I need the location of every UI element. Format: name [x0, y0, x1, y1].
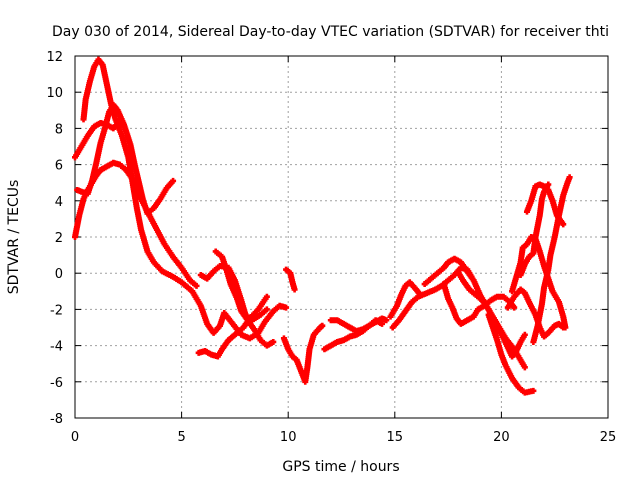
y-tick-label: 12	[46, 50, 63, 65]
x-tick-label: 25	[600, 430, 617, 445]
data-point	[560, 221, 567, 228]
series-arc-22	[517, 181, 552, 279]
data-point	[270, 338, 277, 345]
data-point	[263, 306, 270, 313]
series-arc-21	[523, 181, 567, 228]
data-point	[283, 304, 290, 311]
x-tick-label: 20	[493, 430, 510, 445]
y-tick-label: -4	[50, 340, 63, 355]
y-tick-label: -8	[50, 412, 63, 427]
series-arc-12	[387, 279, 424, 320]
data-point	[545, 181, 552, 188]
x-axis-label: GPS time / hours	[282, 459, 399, 475]
data-point	[379, 320, 386, 327]
y-tick-label: -2	[50, 303, 63, 318]
series-arc-7	[212, 248, 277, 349]
data-point	[383, 317, 390, 324]
data-point	[511, 304, 518, 311]
y-axis-label: SDTVAR / TECUs	[6, 180, 22, 295]
y-tick-label: 0	[55, 267, 63, 282]
data-point	[170, 177, 177, 184]
data-point	[193, 282, 200, 289]
y-tick-label: 2	[55, 231, 63, 246]
data-point	[263, 293, 270, 300]
series-arc-8	[283, 266, 298, 293]
chart-title: Day 030 of 2014, Sidereal Day-to-day VTE…	[52, 24, 609, 40]
y-tick-label: 4	[55, 195, 63, 210]
y-tick-label: -6	[50, 376, 63, 391]
x-tick-label: 10	[280, 430, 297, 445]
data-point	[530, 387, 537, 394]
series-arc-4	[74, 101, 177, 217]
x-tick-label: 15	[387, 430, 404, 445]
data-markers	[72, 56, 573, 396]
series-arc-11	[321, 317, 386, 353]
data-point	[521, 364, 528, 371]
gridlines	[75, 56, 608, 418]
y-tick-label: 8	[55, 122, 63, 137]
data-point	[566, 174, 573, 181]
x-tick-label: 5	[177, 430, 185, 445]
data-point	[521, 331, 528, 338]
series-arc-17	[485, 311, 537, 396]
y-tick-label: 6	[55, 159, 63, 174]
data-point	[319, 322, 326, 329]
series-arc-13	[389, 264, 475, 331]
y-tick-label: 10	[46, 86, 63, 101]
data-point	[562, 324, 569, 331]
data-point	[291, 286, 298, 293]
series-arc-9	[280, 322, 326, 385]
x-tick-label: 0	[71, 430, 79, 445]
